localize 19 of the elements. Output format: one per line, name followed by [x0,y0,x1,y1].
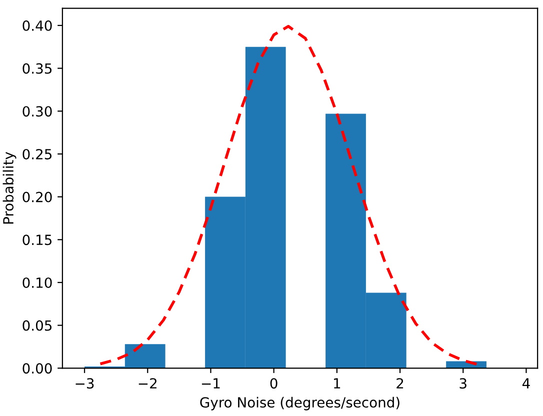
y-tick-label: 0.30 [22,106,52,117]
y-tick-label: 0.05 [22,320,52,331]
y-tick-label: 0.35 [22,63,52,74]
x-tick-label: 4 [522,378,530,388]
y-tick-label: 0.00 [22,363,52,374]
y-tick-label: 0.25 [22,148,52,160]
x-tick-label: 3 [460,378,466,389]
x-tick-label: 1 [334,378,340,388]
y-tick-label: 0.20 [22,192,52,202]
x-tick-label: −3 [76,378,94,389]
x-tick-label: 2 [396,378,404,388]
y-tick-label: 0.10 [22,277,52,288]
y-tick-label: 0.40 [22,20,52,31]
x-tick-label: 0 [270,378,278,389]
x-tick-label: −2 [138,378,156,388]
x-tick-label: −1 [202,378,220,388]
y-axis-title: Probability [2,152,16,224]
x-axis-title: Gyro Noise (degrees/second) [200,396,400,410]
y-tick-label: 0.15 [22,234,52,246]
